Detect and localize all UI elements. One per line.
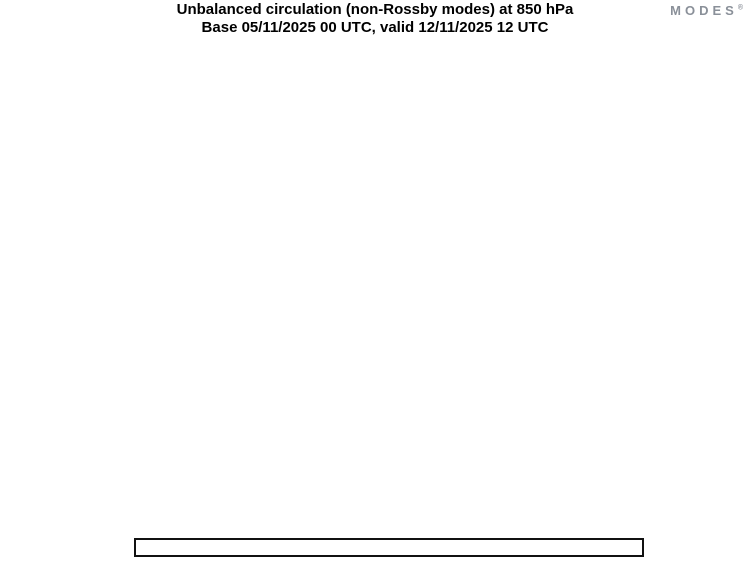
registered-mark: ® bbox=[737, 4, 743, 12]
colorbar bbox=[134, 538, 644, 557]
title-block: Unbalanced circulation (non-Rossby modes… bbox=[0, 1, 750, 37]
chart-subtitle: Base 05/11/2025 00 UTC, valid 12/11/2025… bbox=[201, 19, 549, 36]
modes-logo: MODES® bbox=[670, 3, 743, 18]
modes-logo-text: MODES bbox=[670, 3, 738, 18]
chart-title: Unbalanced circulation (non-Rossby modes… bbox=[176, 1, 574, 18]
